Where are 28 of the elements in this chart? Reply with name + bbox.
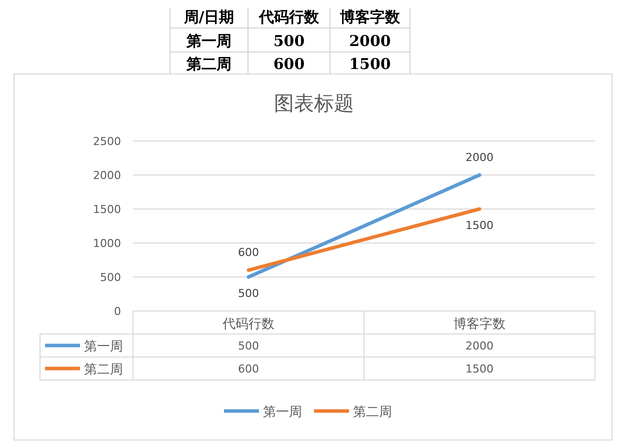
y-tick-label: 2500 — [93, 135, 121, 148]
text: 2000 — [466, 340, 494, 352]
y-tick-label: 0 — [114, 305, 121, 318]
category-label: 代码行数 — [259, 8, 319, 26]
text: 第二周 — [186, 55, 232, 73]
text: 第一周 — [186, 32, 232, 50]
text: 500 — [238, 287, 259, 300]
y-tick-label: 500 — [100, 271, 121, 284]
legend-label: 第二周 — [353, 405, 392, 420]
y-tick-label: 2000 — [93, 169, 121, 182]
data-label: 2000 — [349, 32, 391, 50]
text: 周/日期 — [182, 8, 234, 26]
y-tick-label: 1000 — [93, 237, 121, 250]
text: 1500 — [466, 362, 494, 376]
y-tick-label: 1500 — [93, 203, 121, 216]
text: 600 — [238, 362, 259, 376]
data-label: 500 — [273, 32, 305, 50]
text: 2000 — [466, 151, 494, 164]
text: 第一周 — [84, 340, 123, 354]
text: 500 — [238, 340, 259, 352]
chart-title: 图表标题 — [274, 91, 354, 115]
text: 600 — [238, 246, 259, 260]
data-label: 600 — [273, 55, 305, 73]
text: 第二周 — [84, 362, 123, 378]
category-label: 博客字数 — [340, 8, 400, 26]
data-label: 1500 — [349, 55, 391, 73]
text: 1500 — [466, 219, 494, 232]
legend-label: 第一周 — [263, 405, 302, 420]
